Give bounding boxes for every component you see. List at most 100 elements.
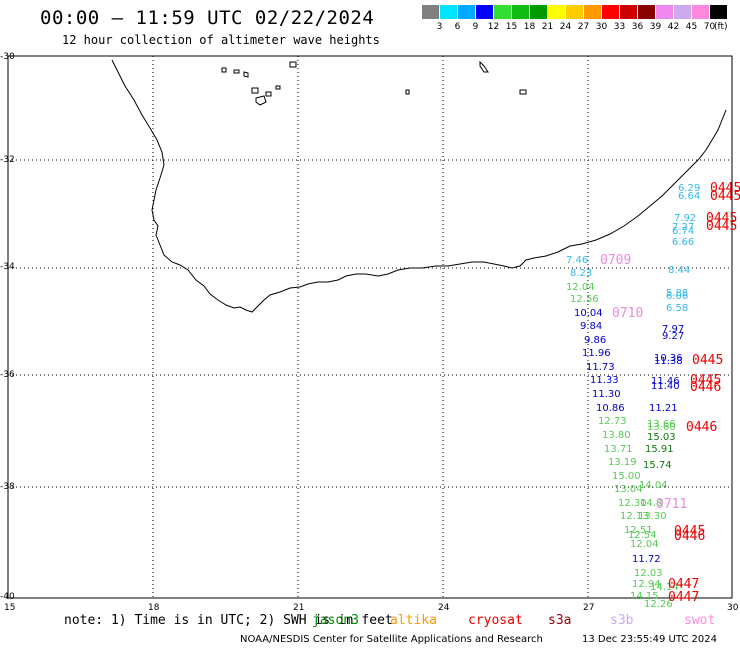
legend-label: 33	[613, 22, 626, 32]
legend-label: 18	[523, 22, 536, 32]
legend-swatch	[440, 5, 457, 19]
swh-value: 9.86	[584, 335, 606, 346]
swh-value: 11.30	[592, 389, 621, 400]
x-tick: 24	[438, 603, 450, 613]
swh-value: 11.33	[590, 375, 619, 386]
swh-value: 13.19	[608, 457, 637, 468]
legend-swatch	[476, 5, 493, 19]
y-tick: -30	[0, 52, 15, 62]
islands	[221, 60, 527, 106]
swh-value: 15.03	[647, 432, 676, 443]
swh-value: 12.51	[624, 525, 653, 536]
legend-swatch	[494, 5, 511, 19]
map-title: 00:00 – 11:59 UTC 02/22/2024	[40, 7, 375, 29]
swh-value: 15.91	[645, 444, 674, 455]
satellite-label-s3a: s3a	[548, 613, 572, 628]
swh-value: 15.74	[643, 460, 672, 471]
legend-label: 15	[505, 22, 518, 32]
legend-swatch	[602, 5, 619, 19]
pass-time-label: 0445	[690, 373, 721, 388]
legend-swatch	[674, 5, 691, 19]
legend-swatch	[692, 5, 709, 19]
legend-label: 36	[631, 22, 644, 32]
pass-time-label: 0445	[692, 353, 723, 368]
swh-value: 14.04	[639, 480, 668, 491]
x-tick: 27	[583, 603, 595, 613]
legend-label: 3	[436, 22, 443, 32]
swh-value: 11.72	[632, 554, 661, 565]
pass-time-label: 0709	[600, 253, 631, 268]
swh-value: 13.30	[638, 511, 667, 522]
legend-label: 30	[595, 22, 608, 32]
wave-height-legend: 3 6 9 12 15 18 21 24 27 30 33 36 39 42 45 70 (ft)	[422, 5, 732, 39]
satellite-label-s3b: s3b	[610, 613, 634, 628]
swh-value: 14.8	[640, 498, 662, 509]
pass-time-label: 0446	[690, 380, 721, 395]
x-tick: 15	[4, 603, 16, 613]
swh-value: 13.60	[647, 422, 676, 433]
y-tick: -32	[0, 155, 15, 165]
swh-value: 15.00	[612, 471, 641, 482]
swh-value: 6.66	[672, 237, 694, 248]
pass-time-label: 0447	[668, 577, 699, 592]
swh-value: 10.36	[654, 353, 683, 364]
swh-value: 12.26	[644, 599, 673, 610]
swh-value: 7.92	[674, 213, 696, 224]
y-tick: -36	[0, 370, 15, 380]
coastline	[111, 59, 727, 313]
swh-value: 6.74	[672, 226, 694, 237]
swh-value: 11.38	[654, 356, 683, 367]
swh-value: 6.58	[666, 303, 688, 314]
legend-swatch	[656, 5, 673, 19]
observation-layer: 6.296.64 7.927.276.746.66 7.46 8.44 8.23 5.88…	[566, 181, 740, 610]
swh-value: 12.13	[620, 511, 649, 522]
x-tick: 30	[727, 603, 739, 613]
swh-value: 12.04	[566, 282, 595, 293]
satellite-label-swot: swot	[684, 613, 716, 628]
pass-time-label: 0446	[674, 529, 705, 544]
swh-value: 11.96	[582, 348, 611, 359]
swh-value: 12.73	[598, 416, 627, 427]
swh-value: 12.54	[628, 530, 657, 541]
legend-swatch	[530, 5, 547, 19]
swh-value: 10.86	[596, 403, 625, 414]
pass-time-label: 0445	[710, 189, 740, 204]
swh-value: 14.14	[650, 582, 679, 593]
pass-time-label: 0445	[706, 211, 737, 226]
y-tick: -38	[0, 482, 15, 492]
pass-time-label: 0445	[674, 524, 705, 539]
swh-value: 11.46	[651, 376, 680, 387]
swh-value: 7.97	[662, 324, 684, 335]
satellite-label-cryosat: cryosat	[468, 613, 523, 628]
pass-time-label: 0711	[656, 497, 687, 512]
swh-value: 6.64	[678, 191, 700, 202]
swh-value: 13.71	[604, 444, 633, 455]
swh-value: 7.46	[566, 255, 588, 266]
swh-value: 8.44	[668, 265, 690, 276]
swh-value: 12.30	[618, 498, 647, 509]
legend-swatch	[710, 5, 727, 19]
legend-label: 70	[703, 22, 716, 32]
swh-value: 14.15	[630, 591, 659, 602]
swh-value: 6.29	[678, 183, 700, 194]
swh-value: 13.04	[614, 484, 643, 495]
legend-swatch	[548, 5, 565, 19]
legend-label: 6	[454, 22, 461, 32]
legend-label: 39	[649, 22, 662, 32]
swh-value: 11.73	[586, 362, 615, 373]
legend-swatch	[458, 5, 475, 19]
swh-value: 9.84	[580, 321, 602, 332]
legend-swatch	[422, 5, 439, 19]
graticule	[8, 56, 732, 598]
legend-label: 21	[541, 22, 554, 32]
legend-label: 24	[559, 22, 572, 32]
legend-swatch	[512, 5, 529, 19]
swh-value: 12.03	[634, 568, 663, 579]
map-subtitle: 12 hour collection of altimeter wave hei…	[62, 33, 380, 47]
swh-value: 12.04	[630, 539, 659, 550]
x-tick: 21	[293, 603, 305, 613]
pass-time-label: 0446	[686, 420, 717, 435]
legend-label: 45	[685, 22, 698, 32]
swh-value: 12.56	[570, 294, 599, 305]
satellite-label-jason3: jason3	[312, 613, 359, 628]
